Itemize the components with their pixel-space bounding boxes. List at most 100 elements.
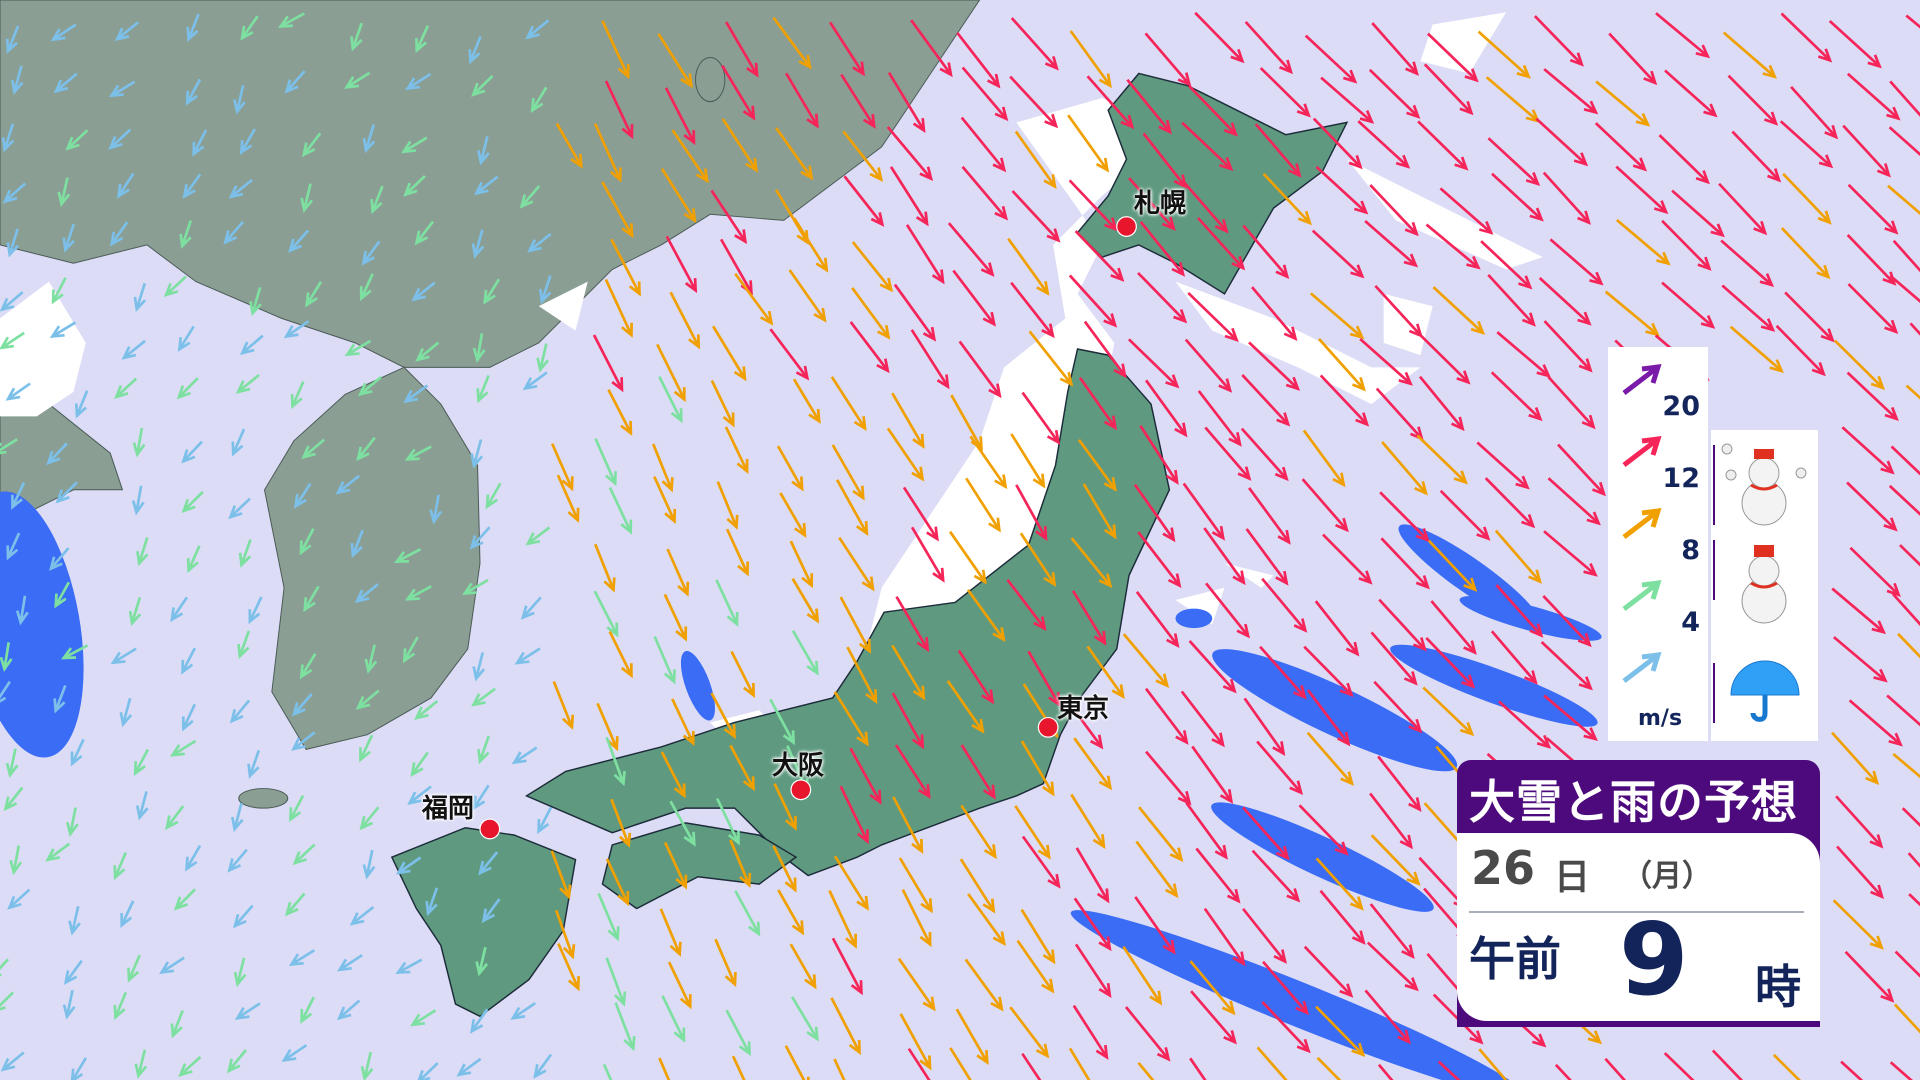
wind-arrow: [163, 275, 187, 298]
wind-arrow: [303, 585, 320, 613]
wind-arrow: [667, 961, 692, 1010]
wind-arrow: [291, 731, 316, 751]
wind-arrow: [669, 800, 696, 847]
wind-arrow: [1658, 134, 1710, 185]
wind-arrow: [960, 744, 996, 800]
wind-arrow: [1124, 1006, 1171, 1062]
wind-arrow-12-icon: [1622, 436, 1662, 467]
wind-arrow: [288, 229, 310, 253]
date-day-unit: 日: [1554, 857, 1591, 898]
wind-arrow: [1074, 230, 1125, 282]
wind-arrow: [1134, 896, 1176, 955]
wind-arrow: [964, 958, 1004, 1012]
wind-arrow: [1133, 483, 1176, 543]
wind-arrow: [468, 35, 482, 65]
wind-arrow: [1077, 439, 1117, 492]
wind-arrow: [514, 647, 541, 665]
wind-arrow: [839, 596, 872, 654]
wind-arrow: [361, 240, 381, 266]
wind-arrow: [1373, 680, 1423, 734]
wind-arrow: [556, 474, 580, 523]
wind-arrow: [1011, 190, 1061, 243]
wind-arrow: [1889, 1061, 1914, 1080]
wind-arrow: [594, 438, 617, 487]
wind-arrow: [1377, 755, 1422, 812]
wind-arrow: [185, 78, 202, 106]
wind-arrow: [231, 428, 246, 457]
wind-arrow: [462, 578, 489, 595]
wind-arrow: [658, 376, 683, 424]
wind-arrow: [961, 66, 1009, 122]
wind-arrow: [471, 229, 485, 259]
wind-arrow: [1842, 124, 1891, 178]
wind-arrow: [1244, 20, 1293, 75]
wind-arrow: [471, 74, 494, 97]
wind-arrow: [1071, 590, 1107, 646]
wind-arrow: [1846, 371, 1899, 421]
wind-arrow: [239, 334, 264, 356]
wind-arrow: [1784, 291, 1835, 343]
wind-arrow: [0, 438, 18, 455]
wind-arrow: [1197, 217, 1246, 271]
wind-arrow: [960, 116, 1007, 173]
wind-arrow: [108, 80, 136, 98]
wind-arrow: [835, 479, 869, 537]
wind-arrow: [134, 1049, 148, 1079]
wind-arrow-4-icon: [1622, 580, 1662, 611]
wind-arrow: [775, 127, 814, 181]
wind-arrow: [1780, 227, 1831, 280]
wind-arrow: [790, 996, 819, 1042]
wind-arrow: [785, 72, 819, 129]
wind-arrow: [793, 217, 829, 273]
wind-arrow: [1416, 434, 1468, 485]
wind-arrow: [127, 954, 141, 983]
wind-arrow: [1729, 325, 1784, 373]
wind-arrow: [1379, 491, 1430, 543]
rain-umbrella-icon: [1711, 635, 1818, 735]
wind-arrow: [712, 325, 747, 382]
wind-arrow: [1595, 80, 1651, 127]
wind-arrow: [1073, 897, 1112, 952]
wind-arrow: [300, 183, 314, 213]
wind-arrow: [605, 957, 627, 1007]
wind-arrow: [660, 751, 686, 799]
wind-arrow: [907, 1047, 931, 1080]
legend-label-8: 8: [1681, 535, 1700, 566]
wind-arrow: [730, 650, 755, 699]
wind-arrow: [1312, 117, 1363, 170]
wind-arrow: [892, 796, 924, 854]
wind-arrow: [1259, 645, 1307, 700]
wind-arrow: [774, 189, 810, 246]
wind-arrow: [7, 888, 31, 910]
wind-arrow: [238, 539, 252, 568]
wind-arrow: [1540, 641, 1593, 691]
wind-arrow: [1427, 539, 1478, 592]
wind-arrow: [601, 181, 634, 239]
wind-arrow: [1661, 219, 1712, 271]
wind-arrow: [1009, 1006, 1050, 1059]
wind-arrow: [597, 892, 620, 942]
wind-arrow: [1359, 337, 1413, 386]
wind-arrow: [891, 692, 925, 750]
wind-arrow: [0, 331, 25, 350]
wind-arrow: [1082, 483, 1117, 540]
wind-arrow: [552, 680, 575, 730]
shikoku: [601, 822, 798, 910]
wind-arrow: [910, 19, 953, 78]
wind-arrow: [1849, 546, 1901, 597]
wind-arrow: [656, 343, 686, 403]
wind-arrow: [605, 858, 630, 907]
wind-arrow: [1073, 737, 1113, 791]
wind-arrow: [1189, 1057, 1207, 1080]
wind-arrow: [192, 129, 208, 157]
wind-arrow: [601, 20, 630, 80]
wind-arrow: [1298, 804, 1349, 856]
wind-arrow: [475, 946, 489, 977]
wind-arrow: [1848, 699, 1903, 747]
wind-arrow: [1203, 907, 1246, 967]
wind-arrow: [960, 804, 997, 860]
wind-arrow: [1241, 806, 1290, 861]
wind-arrow: [414, 220, 435, 246]
wind-arrow: [1306, 689, 1351, 747]
wind-arrow: [1256, 1046, 1288, 1080]
